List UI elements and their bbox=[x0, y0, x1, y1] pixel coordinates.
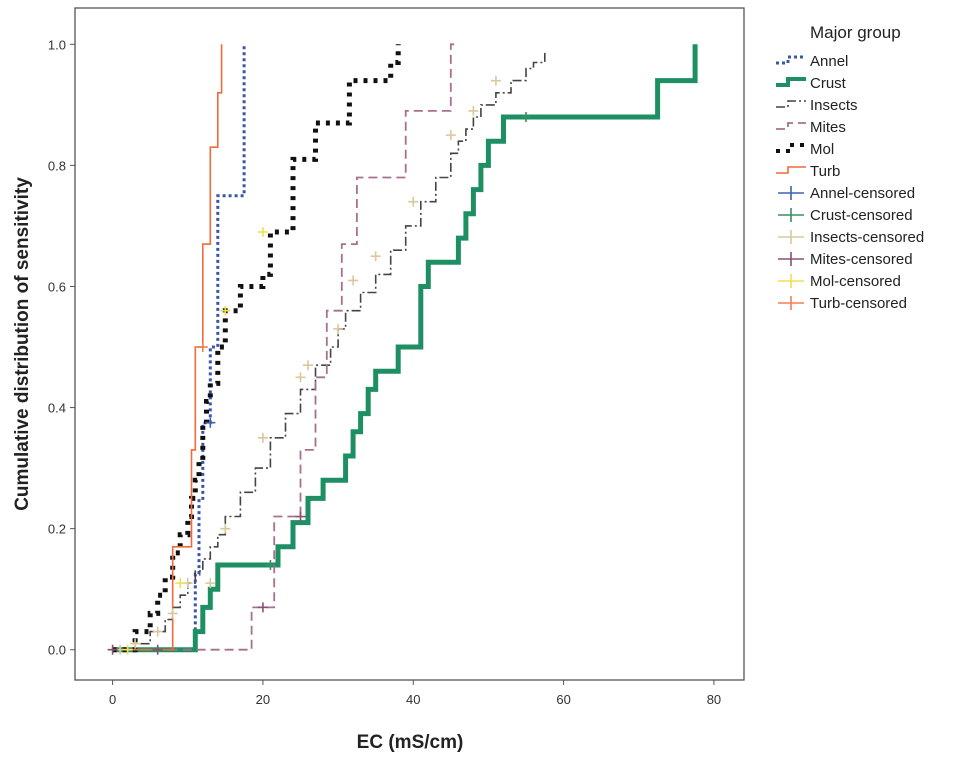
insects-censored-marker bbox=[295, 372, 306, 383]
legend-label: Crust bbox=[810, 75, 847, 92]
legend: Major group Annel Crust Insects Mites Mol Tur… bbox=[776, 23, 924, 312]
legend-swatch bbox=[778, 186, 804, 200]
x-tick-label: 40 bbox=[406, 692, 420, 707]
mol-censored-marker bbox=[220, 305, 231, 316]
legend-swatch bbox=[778, 230, 804, 244]
legend-label: Insects bbox=[810, 97, 858, 114]
y-tick-label: 1.0 bbox=[48, 37, 66, 52]
censored-marker-layer bbox=[107, 75, 532, 655]
crust-censored-marker bbox=[265, 559, 276, 570]
turb-censored-marker bbox=[197, 342, 208, 353]
legend-swatch bbox=[776, 166, 806, 174]
x-tick-label: 20 bbox=[256, 692, 270, 707]
insects-censored-marker bbox=[468, 105, 479, 116]
legend-swatch bbox=[778, 208, 804, 222]
mites-censored-marker bbox=[152, 644, 163, 655]
y-axis-title: Cumulative distribution of sensitivity bbox=[12, 177, 33, 511]
legend-swatch bbox=[776, 122, 806, 130]
insects-censored-marker bbox=[370, 251, 381, 262]
insects-censored-marker bbox=[130, 638, 141, 649]
y-tick-label: 0.2 bbox=[48, 522, 66, 537]
legend-items: Annel Crust Insects Mites Mol Turb Annel-censo… bbox=[776, 53, 924, 312]
legend-label: Turb-censored bbox=[810, 295, 907, 312]
mol-censored-marker bbox=[175, 578, 186, 589]
legend-label: Mites bbox=[810, 119, 846, 136]
crust-censored-marker bbox=[521, 111, 532, 122]
x-axis-title: EC (mS/cm) bbox=[357, 732, 464, 753]
y-tick-label: 0.6 bbox=[48, 279, 66, 294]
legend-title: Major group bbox=[810, 23, 901, 42]
legend-label: Crust-censored bbox=[810, 207, 913, 224]
legend-item-insects: Insects bbox=[776, 97, 858, 114]
series-mites-line bbox=[112, 43, 459, 651]
x-axis-ticks: 0 20 40 60 80 bbox=[109, 680, 721, 707]
legend-label: Mol bbox=[810, 141, 834, 158]
legend-item-insects-censored: Insects-censored bbox=[778, 229, 924, 246]
legend-item-mol: Mol bbox=[776, 141, 834, 158]
legend-label: Turb bbox=[810, 163, 840, 180]
mol-censored-marker bbox=[257, 227, 268, 237]
legend-swatch bbox=[778, 274, 804, 288]
mites-censored-marker bbox=[295, 511, 306, 522]
legend-item-mol-censored: Mol-censored bbox=[778, 273, 901, 290]
insects-censored-marker bbox=[220, 523, 231, 534]
legend-item-mites: Mites bbox=[776, 119, 846, 136]
plot-frame bbox=[74, 7, 745, 681]
y-tick-label: 0.4 bbox=[48, 401, 66, 416]
insects-censored-marker bbox=[445, 130, 456, 141]
legend-item-annel: Annel bbox=[776, 53, 848, 70]
insects-censored-marker bbox=[303, 360, 314, 371]
insects-censored-marker bbox=[490, 75, 501, 86]
legend-item-turb: Turb bbox=[776, 163, 840, 180]
y-tick-label: 0.0 bbox=[48, 643, 66, 658]
legend-label: Mol-censored bbox=[810, 273, 901, 290]
x-tick-label: 60 bbox=[556, 692, 570, 707]
mol-censored-marker bbox=[122, 644, 133, 655]
insects-censored-marker bbox=[348, 275, 359, 286]
legend-label: Insects-censored bbox=[810, 229, 924, 246]
legend-swatch bbox=[776, 143, 806, 153]
insects-censored-marker bbox=[257, 432, 268, 443]
legend-item-turb-censored: Turb-censored bbox=[778, 295, 907, 312]
insects-censored-marker bbox=[152, 626, 163, 637]
legend-swatch bbox=[776, 55, 806, 65]
legend-label: Annel bbox=[810, 53, 848, 70]
legend-item-crust: Crust bbox=[776, 75, 847, 92]
x-tick-label: 80 bbox=[707, 692, 721, 707]
legend-swatch bbox=[778, 296, 804, 310]
legend-swatch bbox=[778, 252, 804, 266]
insects-censored-marker bbox=[333, 323, 344, 334]
y-axis-ticks: 0.0 0.2 0.4 0.6 0.8 1.0 bbox=[48, 37, 75, 658]
x-tick-label: 0 bbox=[109, 692, 116, 707]
series-mol-line bbox=[112, 44, 401, 653]
legend-swatch bbox=[776, 77, 806, 87]
mites-censored-marker bbox=[107, 644, 118, 655]
legend-swatch bbox=[776, 100, 806, 108]
legend-label: Mites-censored bbox=[810, 251, 913, 268]
legend-item-mites-censored: Mites-censored bbox=[778, 251, 913, 268]
y-tick-label: 0.8 bbox=[48, 158, 66, 173]
legend-item-annel-censored: Annel-censored bbox=[778, 185, 915, 202]
insects-censored-marker bbox=[167, 608, 178, 619]
legend-item-crust-censored: Crust-censored bbox=[778, 207, 913, 224]
legend-label: Annel-censored bbox=[810, 185, 915, 202]
mites-censored-marker bbox=[257, 602, 268, 613]
insects-censored-marker bbox=[408, 196, 419, 207]
annel-censored-marker bbox=[205, 417, 216, 428]
insects-censored-marker bbox=[205, 578, 216, 589]
series-crust-line bbox=[112, 44, 698, 653]
